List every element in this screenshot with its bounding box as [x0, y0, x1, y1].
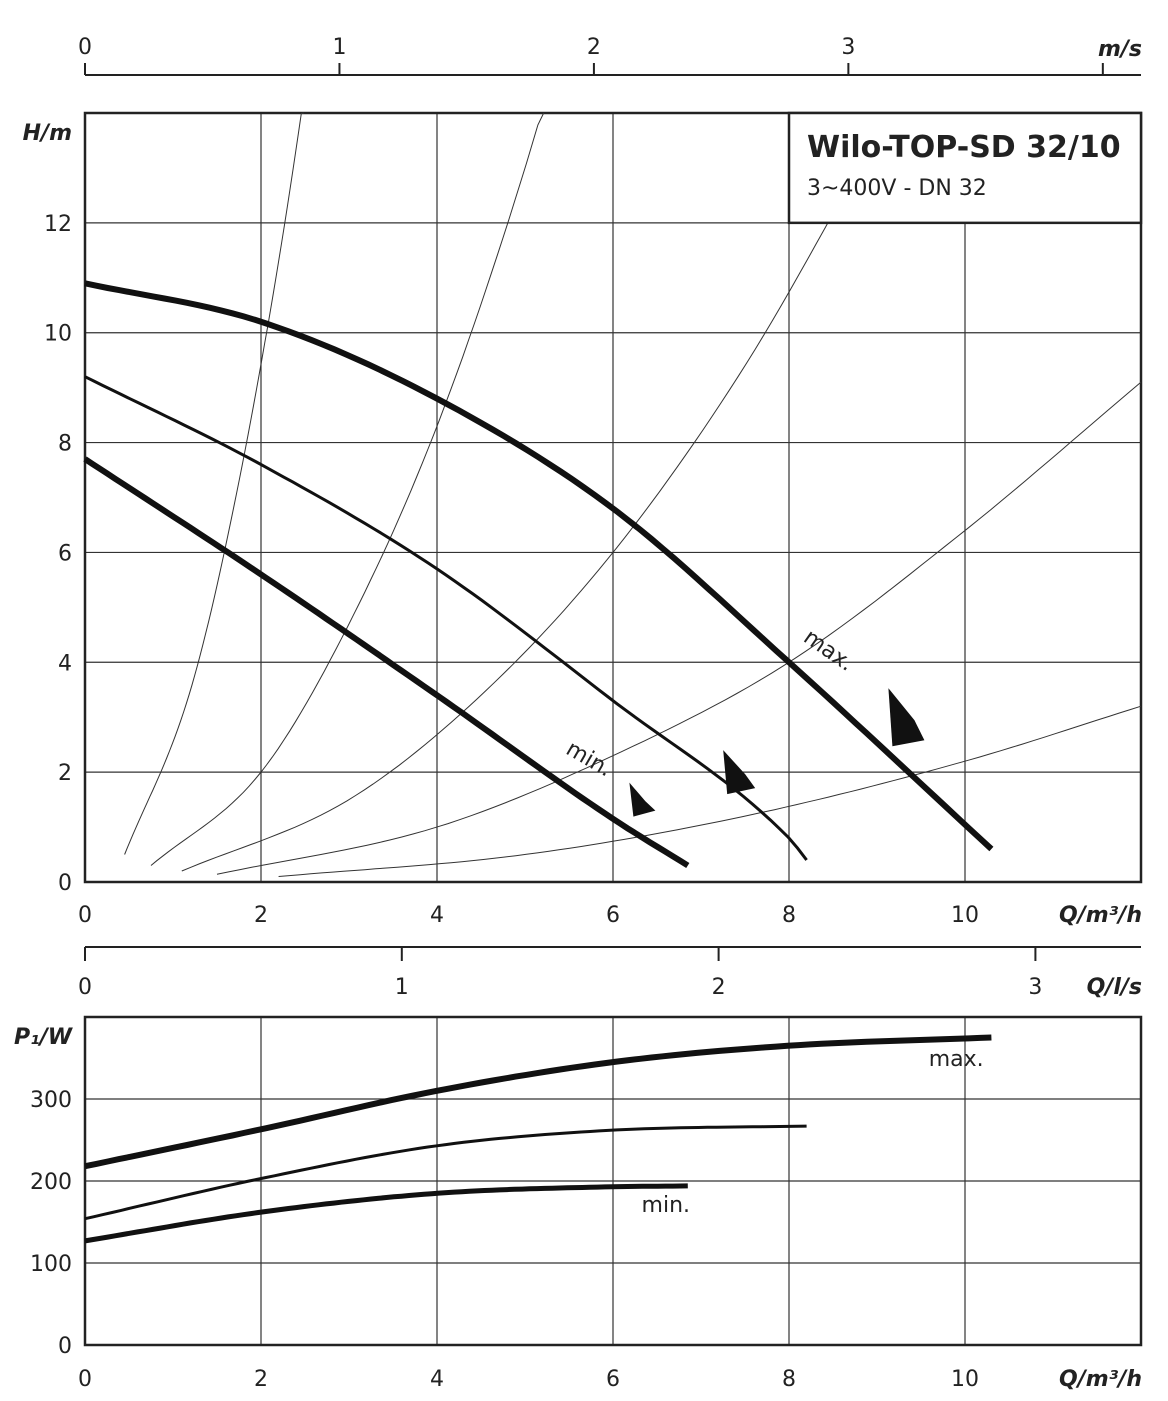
flow-ls-tick-label: 2 [712, 975, 726, 1000]
velocity-unit-label: m/s [1098, 37, 1142, 62]
p-y-tick-label: 100 [30, 1252, 72, 1277]
p-y-tick-label: 200 [30, 1170, 72, 1195]
h-y-tick-label: 8 [58, 432, 72, 457]
p-x-tick-label: 10 [951, 1367, 979, 1392]
system-curve [181, 134, 878, 872]
h-y-tick-label: 6 [58, 541, 72, 566]
p-x-tick-label: 8 [782, 1367, 796, 1392]
head-curve-mid [84, 375, 808, 861]
velocity-tick-label: 2 [587, 35, 601, 60]
h-x-tick-label: 0 [78, 903, 92, 928]
h-x-tick-label: 2 [254, 903, 268, 928]
system-curve [278, 705, 1142, 877]
power-label-max: max. [929, 1047, 984, 1072]
h-x-tick-label: 6 [606, 903, 620, 928]
h-y-tick-label: 0 [58, 871, 72, 896]
p-y-tick-label: 300 [30, 1088, 72, 1113]
power-curve-mid [84, 1124, 807, 1221]
p-y-axis-label: P₁/W [14, 1025, 74, 1050]
h-x-tick-label: 4 [430, 903, 444, 928]
operating-point-marker [629, 782, 656, 817]
p-x-axis-label: Q/m³/h [1059, 1367, 1142, 1392]
operating-point-marker [888, 688, 925, 747]
h-x-tick-label: 10 [951, 903, 979, 928]
h-x-tick-label: 8 [782, 903, 796, 928]
flow-ls-tick-label: 0 [78, 975, 92, 1000]
p-plot-frame [83, 1015, 1143, 1347]
h-y-tick-label: 2 [58, 761, 72, 786]
velocity-tick-label: 1 [332, 35, 346, 60]
legend-title: Wilo-TOP-SD 32/10 [807, 130, 1121, 165]
operating-point-marker [723, 750, 756, 795]
p-x-tick-label: 0 [78, 1367, 92, 1392]
system-curve [124, 112, 305, 855]
h-y-tick-label: 12 [44, 212, 72, 237]
p-x-tick-label: 6 [606, 1367, 620, 1392]
head-curve-max [84, 280, 994, 852]
head-curve-min [83, 456, 690, 869]
flow-ls-tick-label: 1 [395, 975, 409, 1000]
legend-subtitle: 3~400V - DN 32 [807, 176, 987, 201]
velocity-tick-label: 3 [841, 35, 855, 60]
p-y-tick-label: 0 [58, 1334, 72, 1359]
p-x-tick-label: 4 [430, 1367, 444, 1392]
legend-box [787, 111, 1143, 225]
h-y-axis-label: H/m [23, 121, 72, 146]
velocity-tick-label: 0 [78, 35, 92, 60]
system-curve [150, 112, 545, 866]
power-label-min: min. [642, 1193, 690, 1218]
h-y-tick-label: 4 [58, 651, 72, 676]
power-curve-min [84, 1183, 688, 1244]
head-label-max: max. [799, 625, 858, 677]
h-plot-frame [83, 111, 1143, 884]
flow-ls-unit-label: Q/l/s [1087, 975, 1142, 1000]
system-curve [216, 381, 1142, 875]
h-y-tick-label: 10 [44, 322, 72, 347]
h-x-axis-label: Q/m³/h [1059, 903, 1142, 928]
flow-ls-tick-label: 3 [1028, 975, 1042, 1000]
power-curve-max [84, 1034, 992, 1170]
p-x-tick-label: 2 [254, 1367, 268, 1392]
